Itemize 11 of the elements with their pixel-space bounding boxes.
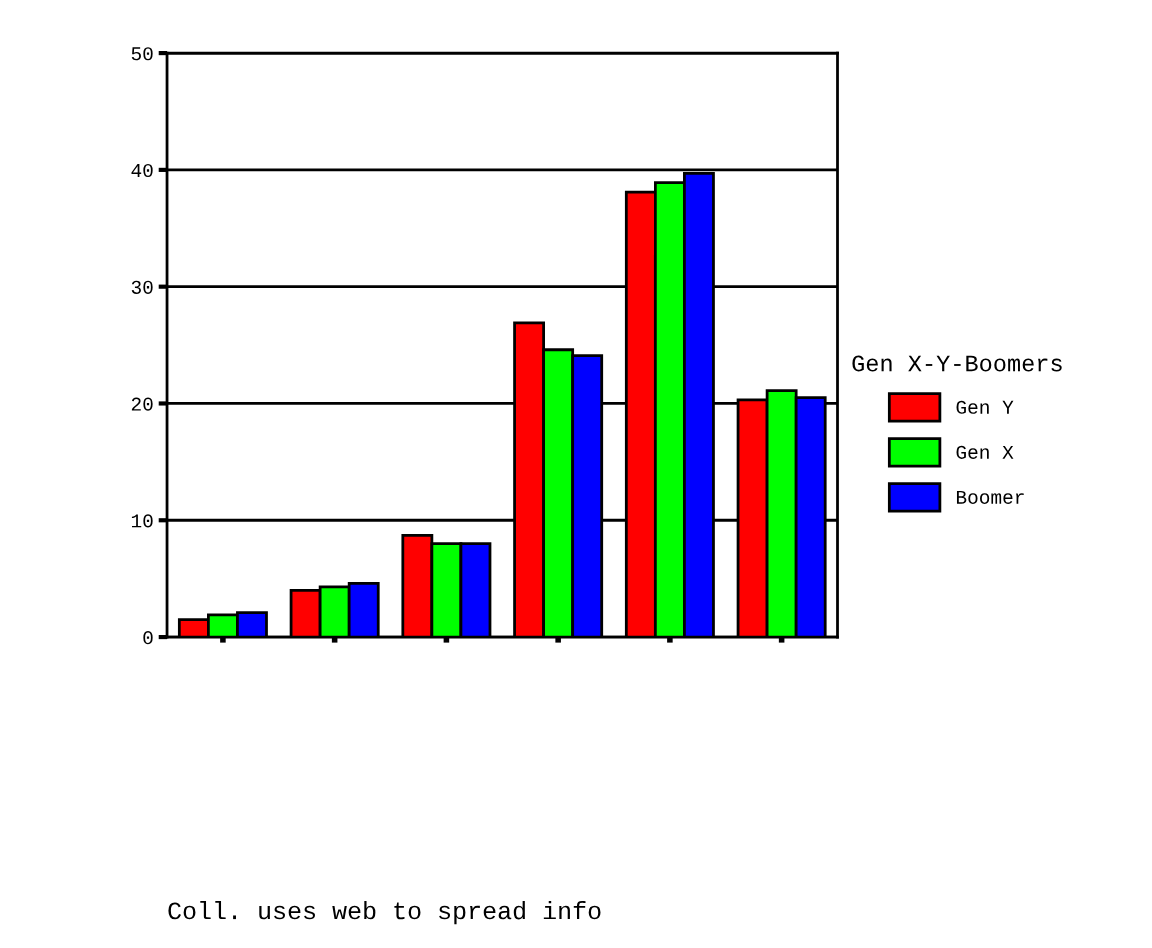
y-tick-label: 30 [131,280,153,294]
y-tick-label: 0 [143,631,153,645]
legend-title: Gen X-Y-Boomers [852,355,1062,372]
y-tick-label: 50 [131,47,153,61]
y-tick-label: 20 [131,397,153,411]
text: Coll. uses web to spread info [168,901,601,925]
legend-label: Gen Y [956,400,1014,414]
legend-label: Gen X [956,445,1014,459]
y-tick-label: 10 [131,514,153,528]
legend-label: Boomer [956,490,1024,504]
y-tick-label: 40 [131,163,153,178]
